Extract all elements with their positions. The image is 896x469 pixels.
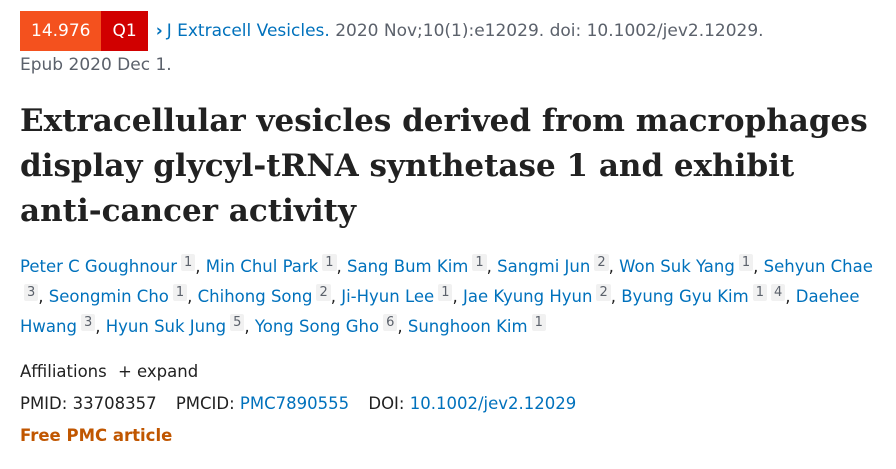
pmid-value: 33708357	[72, 394, 157, 413]
author-link[interactable]: Sunghoon Kim	[407, 317, 528, 336]
affiliation-number[interactable]: 2	[316, 284, 331, 301]
author-item: Sehyun Chae3,	[20, 257, 873, 306]
affiliation-number[interactable]: 1	[531, 314, 546, 331]
epub-date: Epub 2020 Dec 1.	[20, 55, 172, 75]
affiliation-number[interactable]: 1	[438, 284, 453, 301]
author-item: Sunghoon Kim 1	[407, 314, 546, 336]
author-item: Sangmi Jun 2,	[497, 254, 620, 276]
author-item: Min Chul Park 1,	[205, 254, 348, 276]
author-item: Peter C Goughnour 1,	[20, 254, 206, 276]
citation: 14.976 Q1 › J Extracell Vesicles. 2020 Nov;…	[20, 11, 880, 79]
chevron-right-icon: ›	[155, 21, 163, 41]
expand-affiliations-button[interactable]: + expand	[117, 362, 199, 381]
affiliation-number[interactable]: 5	[230, 314, 245, 331]
author-item: Byung Gyu Kim 1 4,	[621, 284, 796, 306]
affiliation-number[interactable]: 1	[322, 254, 337, 271]
article-title: Extracellular vesicles derived from macr…	[20, 103, 868, 229]
author-link[interactable]: Byung Gyu Kim	[621, 287, 749, 306]
impact-factor-badge: 14.976	[20, 11, 102, 51]
affiliation-number[interactable]: 1	[472, 254, 487, 271]
citation-details: 2020 Nov;10(1):e12029. doi: 10.1002/jev2…	[335, 21, 764, 41]
affiliation-number[interactable]: 3	[24, 284, 39, 301]
pmcid-link[interactable]: PMC7890555	[239, 394, 350, 413]
journal-link[interactable]: J Extracell Vesicles.	[166, 21, 330, 41]
affiliation-number[interactable]: 3	[80, 314, 96, 331]
affiliations-row: Affiliations + expand	[20, 356, 880, 388]
affiliation-number[interactable]: 1	[752, 284, 767, 301]
affiliation-number[interactable]: 2	[596, 284, 611, 301]
quartile-badge: Q1	[101, 11, 148, 51]
author-item: Hyun Suk Jung 5,	[105, 314, 255, 336]
author-link[interactable]: Jae Kyung Hyun	[462, 287, 593, 306]
author-link[interactable]: Sangmi Jun	[497, 257, 591, 276]
author-item: Yong Song Gho 6,	[254, 314, 408, 336]
author-item: Chihong Song 2,	[197, 284, 342, 306]
author-link[interactable]: Min Chul Park	[205, 257, 319, 276]
author-link[interactable]: Won Suk Yang	[619, 257, 735, 276]
author-item: Ji-Hyun Lee 1,	[341, 284, 463, 306]
author-link[interactable]: Sang Bum Kim	[347, 257, 469, 276]
affiliation-number[interactable]: 4	[770, 284, 786, 301]
author-item: Won Suk Yang 1,	[619, 254, 764, 276]
affiliations-label: Affiliations	[20, 362, 107, 381]
free-pmc-article: Free PMC article	[20, 426, 173, 445]
affiliation-number[interactable]: 6	[383, 314, 398, 331]
authors-list: Peter C Goughnour 1, Min Chul Park 1, Sang…	[20, 252, 880, 342]
author-item: Sang Bum Kim 1,	[347, 254, 498, 276]
pmid-label: PMID:	[20, 394, 68, 413]
doi-link[interactable]: 10.1002/jev2.12029	[409, 394, 577, 413]
author-item: Seongmin Cho 1,	[48, 284, 198, 306]
identifiers: PMID: 33708357 PMCID: PMC7890555 DOI: 10…	[20, 388, 880, 420]
author-link[interactable]: Daehee Hwang	[20, 287, 860, 336]
affiliation-number[interactable]: 2	[594, 254, 609, 271]
affiliation-number[interactable]: 1	[181, 254, 196, 271]
author-link[interactable]: Hyun Suk Jung	[105, 317, 227, 336]
author-link[interactable]: Ji-Hyun Lee	[341, 287, 435, 306]
author-link[interactable]: Peter C Goughnour	[20, 257, 177, 276]
author-item: Daehee Hwang 3,	[20, 287, 860, 336]
author-link[interactable]: Seongmin Cho	[48, 287, 169, 306]
author-link[interactable]: Sehyun Chae	[763, 257, 873, 276]
author-link[interactable]: Chihong Song	[197, 287, 313, 306]
affiliation-number[interactable]: 1	[738, 254, 754, 271]
affiliation-number[interactable]: 1	[172, 284, 188, 301]
author-link[interactable]: Yong Song Gho	[254, 317, 380, 336]
doi-label: DOI:	[368, 394, 405, 413]
author-item: Jae Kyung Hyun 2,	[462, 284, 622, 306]
article-header: 14.976 Q1 › J Extracell Vesicles. 2020 Nov;…	[20, 11, 880, 452]
pmcid-label: PMCID:	[175, 394, 235, 413]
